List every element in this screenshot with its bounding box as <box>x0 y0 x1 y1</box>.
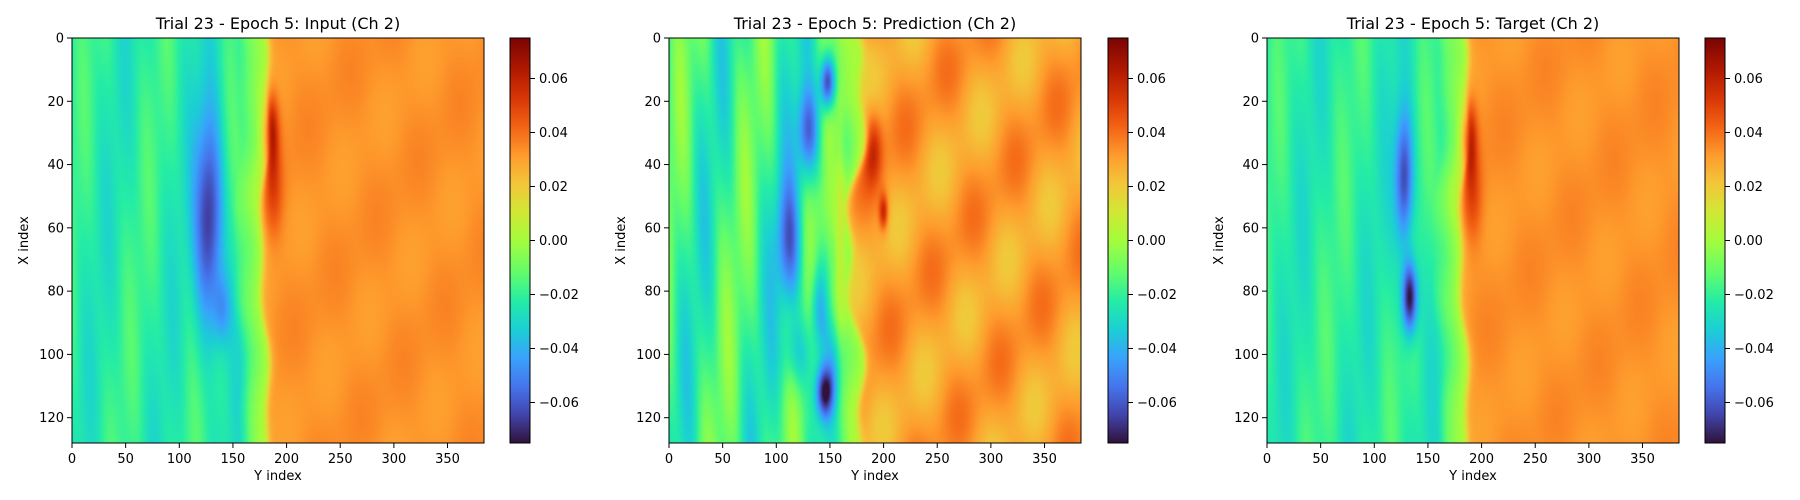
y-tick-label: 60 <box>1242 221 1259 236</box>
x-tick-label: 150 <box>221 452 246 467</box>
y-tick-label: 40 <box>644 158 661 173</box>
x-tick-label: 200 <box>1469 452 1494 467</box>
x-tick-label: 100 <box>167 452 192 467</box>
y-tick-label: 60 <box>644 221 661 236</box>
x-tick-label: 150 <box>818 452 843 467</box>
heatmap-image <box>72 38 484 443</box>
colorbar-tick-label: −0.02 <box>1734 288 1774 303</box>
colorbar-tick-label: −0.04 <box>1734 342 1774 357</box>
colorbar-tick-label: 0.02 <box>1137 180 1166 195</box>
y-tick-label: 100 <box>1234 348 1259 363</box>
colorbar-tick-label: 0.02 <box>1734 180 1763 195</box>
y-tick-label: 20 <box>644 95 661 110</box>
colorbar-gradient <box>1108 38 1128 443</box>
x-tick-label: 0 <box>1263 452 1271 467</box>
x-tick-label: 350 <box>435 452 460 467</box>
x-tick-label: 50 <box>714 452 731 467</box>
x-axis-label: Y index <box>1448 469 1497 484</box>
heatmap-image <box>1267 38 1679 443</box>
colorbar-gradient <box>1705 38 1725 443</box>
chart-title: Trial 23 - Epoch 5: Input (Ch 2) <box>155 14 400 33</box>
colorbar-tick-label: 0.02 <box>539 180 568 195</box>
y-tick-label: 20 <box>47 95 64 110</box>
y-axis-label: X index <box>17 216 32 265</box>
colorbar-tick-label: −0.04 <box>1137 342 1177 357</box>
x-tick-label: 0 <box>68 452 76 467</box>
colorbar-tick-label: 0.00 <box>1137 234 1166 249</box>
colorbar-tick-label: 0.04 <box>1137 126 1166 141</box>
x-tick-label: 300 <box>1576 452 1601 467</box>
x-tick-label: 50 <box>1312 452 1329 467</box>
colorbar: −0.06 −0.04 −0.02 0.00 0.02 0.04 0.06 <box>1704 37 1774 444</box>
colorbar: −0.06 −0.04 −0.02 0.00 0.02 0.04 0.06 <box>509 37 579 444</box>
colorbar-tick-label: −0.02 <box>539 288 579 303</box>
x-tick-label: 200 <box>274 452 299 467</box>
plot-frame <box>1266 37 1680 444</box>
plot-frame <box>71 37 485 444</box>
colorbar-tick-label: −0.06 <box>1137 396 1177 411</box>
x-axis-label: Y index <box>253 469 302 484</box>
colorbar-tick-label: 0.00 <box>539 234 568 249</box>
colorbar-tick-label: 0.06 <box>1734 72 1763 87</box>
y-tick-label: 40 <box>1242 158 1259 173</box>
colorbar-tick-label: 0.00 <box>1734 234 1763 249</box>
y-tick-label: 0 <box>653 32 661 47</box>
y-axis-label: X index <box>1212 216 1227 265</box>
colorbar-tick-label: −0.06 <box>1734 396 1774 411</box>
x-tick-label: 300 <box>978 452 1003 467</box>
y-axis-label: X index <box>614 216 629 265</box>
x-tick-label: 300 <box>381 452 406 467</box>
y-tick-label: 120 <box>39 411 64 426</box>
y-tick-label: 60 <box>47 221 64 236</box>
colorbar-tick-label: −0.04 <box>539 342 579 357</box>
x-tick-label: 200 <box>871 452 896 467</box>
x-tick-label: 350 <box>1630 452 1655 467</box>
y-tick-label: 80 <box>1242 285 1259 300</box>
x-tick-label: 50 <box>117 452 134 467</box>
y-tick-label: 40 <box>47 158 64 173</box>
colorbar-gradient <box>510 38 530 443</box>
x-tick-label: 250 <box>1523 452 1548 467</box>
y-tick-label: 100 <box>636 348 661 363</box>
x-tick-label: 100 <box>1362 452 1387 467</box>
y-tick-label: 80 <box>47 285 64 300</box>
colorbar: −0.06 −0.04 −0.02 0.00 0.02 0.04 0.06 <box>1107 37 1177 444</box>
x-tick-label: 350 <box>1032 452 1057 467</box>
colorbar-tick-label: 0.06 <box>1137 72 1166 87</box>
colorbar-tick-label: 0.04 <box>539 126 568 141</box>
x-tick-label: 0 <box>665 452 673 467</box>
x-axis-label: Y index <box>850 469 899 484</box>
x-tick-label: 250 <box>328 452 353 467</box>
y-tick-label: 80 <box>644 285 661 300</box>
x-tick-label: 250 <box>925 452 950 467</box>
chart-title: Trial 23 - Epoch 5: Target (Ch 2) <box>1346 14 1599 33</box>
x-tick-label: 100 <box>764 452 789 467</box>
heatmap-panel-3: Trial 23 - Epoch 5: Target (Ch 2) 0 50 100 1… <box>1212 14 1774 484</box>
y-tick-label: 0 <box>56 32 64 47</box>
y-tick-label: 100 <box>39 348 64 363</box>
y-tick-label: 20 <box>1242 95 1259 110</box>
colorbar-tick-label: −0.06 <box>539 396 579 411</box>
heatmap-image <box>669 38 1081 443</box>
colorbar-tick-label: −0.02 <box>1137 288 1177 303</box>
heatmap-panel-2: Trial 23 - Epoch 5: Prediction (Ch 2) 0 50… <box>614 14 1177 484</box>
y-tick-label: 120 <box>636 411 661 426</box>
colorbar-tick-label: 0.04 <box>1734 126 1763 141</box>
y-tick-label: 0 <box>1251 32 1259 47</box>
plot-frame <box>668 37 1082 444</box>
x-tick-label: 150 <box>1416 452 1441 467</box>
y-tick-label: 120 <box>1234 411 1259 426</box>
chart-title: Trial 23 - Epoch 5: Prediction (Ch 2) <box>733 14 1016 33</box>
colorbar-tick-label: 0.06 <box>539 72 568 87</box>
heatmap-panel-1: Trial 23 - Epoch 5: Input (Ch 2) 0 50 100 15… <box>17 14 579 484</box>
